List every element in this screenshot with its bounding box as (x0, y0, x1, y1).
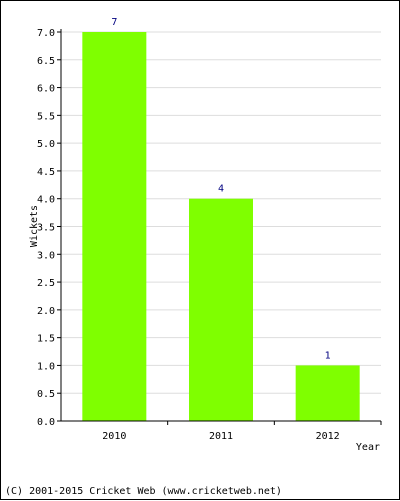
data-label-2012: 1 (325, 350, 331, 361)
y-tick-label: 4.5 (37, 167, 55, 178)
bars (82, 32, 360, 421)
y-tick-label: 4.0 (37, 195, 55, 206)
bar-2010 (82, 32, 147, 421)
bar-2012 (295, 365, 360, 421)
y-tick-label: 2.0 (37, 306, 55, 317)
y-tick-label: 7.0 (37, 28, 55, 39)
y-axis-title: Wickets (29, 205, 40, 247)
x-tick-label: 2011 (209, 431, 233, 442)
bar-2011 (189, 198, 253, 421)
y-tick-label: 3.0 (37, 250, 55, 261)
y-tick-label: 0.0 (37, 417, 55, 428)
copyright-footer: (C) 2001-2015 Cricket Web (www.cricketwe… (5, 486, 282, 497)
y-tick-label: 5.5 (37, 111, 55, 122)
x-ticks: 2010 2011 2012 (102, 421, 382, 442)
x-tick-label: 2010 (102, 431, 126, 442)
y-tick-label: 5.0 (37, 139, 55, 150)
y-ticks: 0.0 0.5 1.0 1.5 2.0 2.5 3.0 3.5 4.0 4.5 5.0 5.5 6.0 6… (37, 28, 61, 428)
data-label-2011: 4 (218, 184, 224, 195)
y-tick-label: 2.5 (37, 278, 55, 289)
data-label-2010: 7 (111, 17, 117, 28)
data-labels: 7 4 1 (111, 17, 330, 361)
y-tick-label: 1.5 (37, 334, 55, 345)
x-tick-label: 2012 (316, 431, 340, 442)
y-tick-label: 1.0 (37, 361, 55, 372)
y-tick-label: 6.5 (37, 56, 55, 67)
axes (60, 29, 381, 422)
y-tick-label: 3.5 (37, 223, 55, 234)
x-axis-title: Year (356, 442, 380, 453)
y-tick-label: 6.0 (37, 84, 55, 95)
y-tick-label: 0.5 (37, 389, 55, 400)
